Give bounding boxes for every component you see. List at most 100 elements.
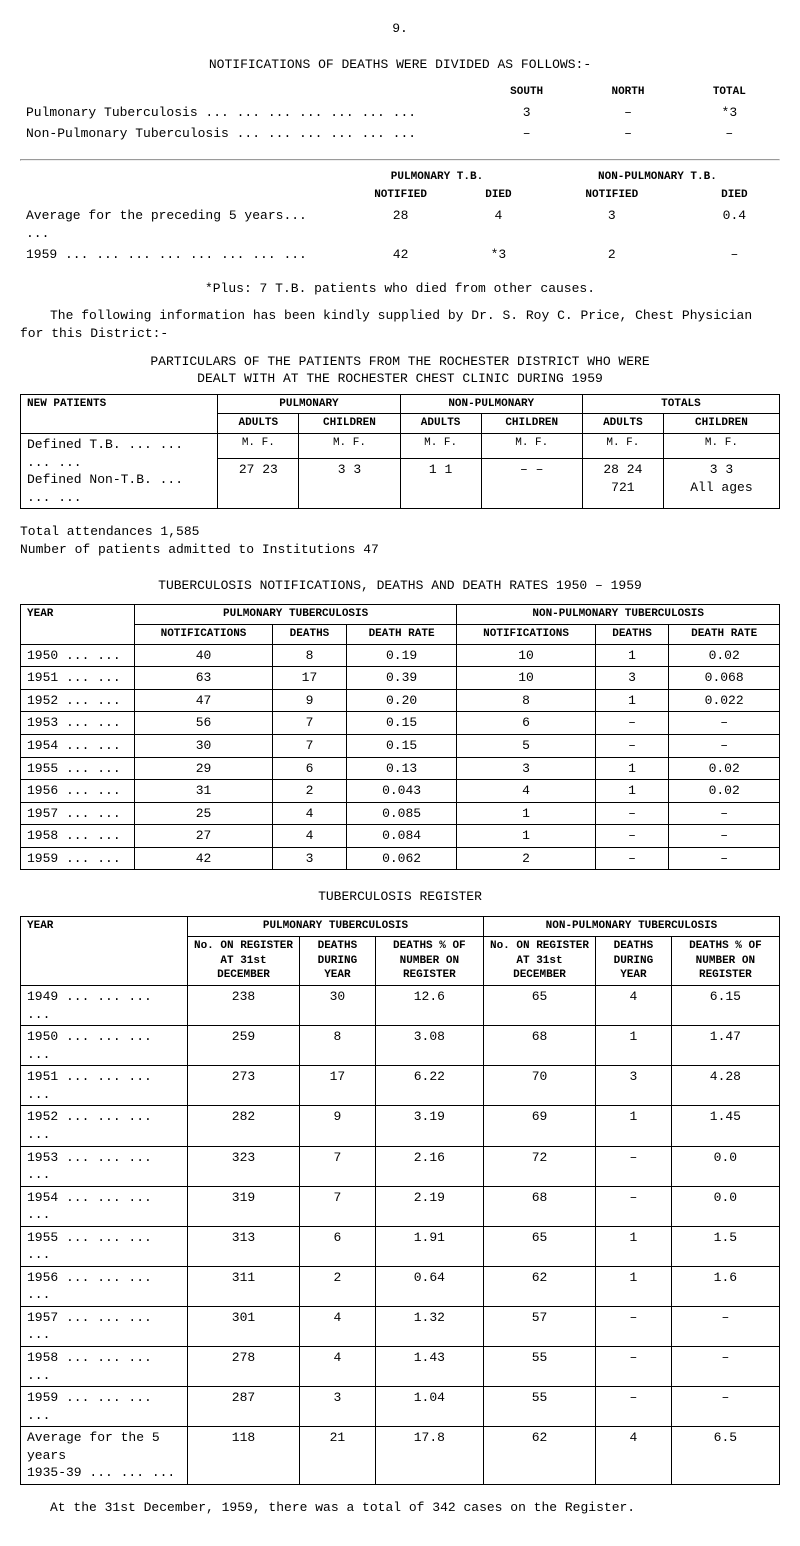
footer-note: At the 31st December, 1959, there was a … [20,1499,780,1517]
cell: 57 [483,1306,595,1346]
cell-year: 1952 ... ... [21,689,135,712]
cell: 1 [595,644,669,667]
cell: – [596,1306,672,1346]
cell: 8 [273,644,347,667]
cell: 0.20 [346,689,457,712]
cell: 0.39 [346,667,457,690]
col-children: CHILDREN [663,414,779,434]
cell: 313 [187,1226,299,1266]
cell: 0.64 [375,1266,483,1306]
table-row: 1950 ... ...4080.191010.02 [21,644,780,667]
cell: 6.5 [671,1427,779,1485]
col-deaths: DEATHS [595,624,669,644]
col-north: NORTH [577,83,678,102]
row-label: Defined T.B. ... ... ... ... [27,436,211,471]
col-group-nonp: NON-PULMONARY TUBERCULOSIS [457,605,780,625]
cell: 282 [187,1106,299,1146]
mf-header: M. F. [218,434,299,459]
col-pulm-tb: PULMONARY T.B. [339,168,535,187]
cell-year: 1958 ... ... ... ... [21,1347,188,1387]
table-row: 1956 ... ...3120.043410.02 [21,780,780,803]
cell: – [596,1347,672,1387]
cell-year: 1954 ... ... ... ... [21,1186,188,1226]
cell: 1.43 [375,1347,483,1387]
cell: 1 [596,1266,672,1306]
num-admitted: Number of patients admitted to Instituti… [20,541,780,559]
cell: 10 [457,644,595,667]
cell: 0.062 [346,847,457,870]
cell: 29 [134,757,272,780]
cell: 8 [457,689,595,712]
col-group-pulm: PULMONARY [218,394,400,414]
cell: 1 [595,689,669,712]
cell: – [595,847,669,870]
cell: 12.6 [375,986,483,1026]
cell-year: 1950 ... ... ... ... [21,1026,188,1066]
cell: – [596,1146,672,1186]
col-year: YEAR [21,605,135,645]
cell: 17 [273,667,347,690]
cell: 3 [535,205,689,244]
table-row: 1958 ... ...2740.0841–– [21,825,780,848]
particulars-heading-2: DEALT WITH AT THE ROCHESTER CHEST CLINIC… [20,370,780,388]
cell: 287 [187,1387,299,1427]
col-adults: ADULTS [400,414,481,434]
cell: *3 [679,102,780,124]
cell: – [671,1306,779,1346]
col-total: TOTAL [679,83,780,102]
cell: – [669,847,780,870]
cell: 42 [339,244,462,266]
col-died2: DIED [689,186,780,205]
cell: 6 [457,712,595,735]
col-rate: DEATH RATE [669,624,780,644]
cell-year: 1957 ... ... [21,802,135,825]
table-row: 1959 ... ...4230.0622–– [21,847,780,870]
col-dpc: DEATHS % OF NUMBER ON REGISTER [671,936,779,986]
cell: 63 [134,667,272,690]
cell: 311 [187,1266,299,1306]
cell: – [669,712,780,735]
cell: 259 [187,1026,299,1066]
follows-row: Pulmonary Tuberculosis ... ... ... ... .… [20,102,780,124]
cell: 21 [300,1427,376,1485]
cell-year: 1951 ... ... ... ... [21,1066,188,1106]
table-row: 1950 ... ... ... ...25983.086811.47 [21,1026,780,1066]
cell: 4.28 [671,1066,779,1106]
cell-year: 1953 ... ... [21,712,135,735]
table-row: 1955 ... ...2960.13310.02 [21,757,780,780]
cell: – [669,802,780,825]
cell: 28 24 [589,461,657,479]
cell: 70 [483,1066,595,1106]
cell: 4 [596,986,672,1026]
cell: 6.15 [671,986,779,1026]
col-group-nonp: NON-PULMONARY [400,394,582,414]
col-rate: DEATH RATE [346,624,457,644]
cell-year: 1956 ... ... ... ... [21,1266,188,1306]
cell: 9 [273,689,347,712]
cell: 68 [483,1026,595,1066]
cell-year: 1958 ... ... [21,825,135,848]
cell: 62 [483,1266,595,1306]
cell-year: 1955 ... ... ... ... [21,1226,188,1266]
cell-year: 1951 ... ... [21,667,135,690]
row-label: Defined Non-T.B. ... ... ... [27,471,211,506]
cell: 6 [300,1226,376,1266]
cell-year: 1949 ... ... ... ... [21,986,188,1026]
cell: 4 [596,1427,672,1485]
cell: 1 1 [400,459,481,509]
cell: 3 [596,1066,672,1106]
preceding-row: Average for the preceding 5 years... ...… [20,205,780,244]
cell: 8 [300,1026,376,1066]
cell: 4 [457,780,595,803]
col-deaths: DEATHS [273,624,347,644]
cell: 319 [187,1186,299,1226]
col-notif: NOTIFICATIONS [134,624,272,644]
row-label: Pulmonary Tuberculosis ... ... ... ... .… [20,102,476,124]
cell: 7 [273,734,347,757]
cell: – [476,123,577,145]
cell: – [671,1387,779,1427]
mf-header: M. F. [663,434,779,459]
cell: 1.47 [671,1026,779,1066]
cell: 1 [596,1026,672,1066]
cell: 27 23 [218,459,299,509]
